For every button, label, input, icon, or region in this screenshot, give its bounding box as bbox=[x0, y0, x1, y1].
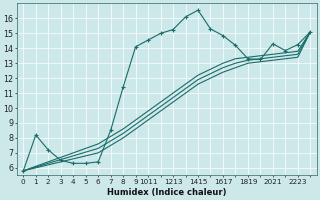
X-axis label: Humidex (Indice chaleur): Humidex (Indice chaleur) bbox=[107, 188, 227, 197]
